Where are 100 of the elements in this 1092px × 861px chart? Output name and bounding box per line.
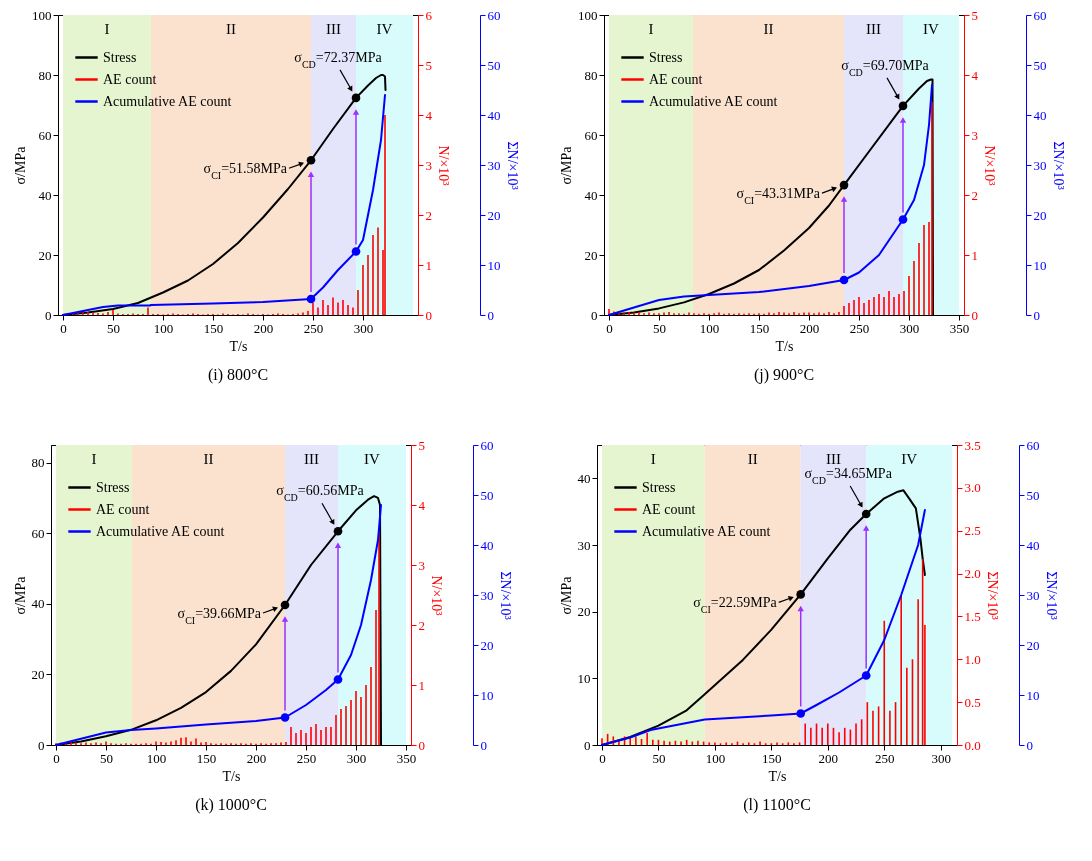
y2-axis-title: N/×10³ bbox=[429, 575, 444, 616]
text: (k) 1000°C bbox=[195, 796, 267, 814]
y2-tick-label: 1.5 bbox=[964, 608, 981, 624]
y-tick-label: 10 bbox=[577, 670, 591, 686]
y-tick-label: 80 bbox=[31, 455, 45, 471]
y2-tick-label: 6 bbox=[425, 7, 433, 23]
y3-tick-label: 10 bbox=[487, 257, 501, 273]
x-axis-title: T/s bbox=[775, 338, 794, 354]
legend-label: Stress bbox=[96, 479, 130, 495]
x-axis-title: T/s bbox=[229, 338, 248, 354]
legend-label: Stress bbox=[642, 479, 676, 495]
x-tick-label: 350 bbox=[949, 320, 970, 336]
annotation: σ$_{CI}$=51.58MPa bbox=[203, 161, 288, 181]
y2-tick-label: 2 bbox=[971, 187, 978, 203]
legend-label: Acumulative AE count bbox=[649, 93, 778, 109]
y2-tick-label: 1 bbox=[418, 677, 425, 693]
band-label: II bbox=[203, 451, 214, 467]
y-axis-title: σ/MPa bbox=[12, 575, 28, 615]
y2-tick-label: 3 bbox=[418, 557, 425, 573]
y3-tick-label: 30 bbox=[480, 587, 494, 603]
y3-tick-label: 10 bbox=[1033, 257, 1047, 273]
x-tick-label: 250 bbox=[296, 750, 317, 766]
x-tick-label: 250 bbox=[875, 750, 895, 766]
x-tick-label: 100 bbox=[146, 750, 167, 766]
text: (l) 1100°C bbox=[743, 796, 811, 814]
x-axis-title: T/s bbox=[222, 768, 241, 784]
y-tick-label: 20 bbox=[584, 247, 598, 263]
y2-tick-label: 4 bbox=[418, 497, 426, 513]
y3-axis-title: ΣN/×10³ bbox=[1043, 571, 1059, 620]
y2-tick-label: 4 bbox=[971, 67, 979, 83]
x-tick-label: 200 bbox=[818, 750, 839, 766]
annotation: σ$_{CI}$=22.59MPa bbox=[693, 595, 778, 615]
y2-tick-label: 2.5 bbox=[964, 523, 981, 539]
y2-axis-title: N/×10³ bbox=[982, 145, 997, 186]
x-tick-label: 300 bbox=[353, 320, 374, 336]
y-tick-label: 20 bbox=[38, 247, 52, 263]
y-tick-label: 80 bbox=[584, 67, 598, 83]
x-tick-label: 0 bbox=[606, 320, 613, 336]
annotation: σ$_{CD}$=34.65MPa bbox=[804, 466, 893, 486]
y-axis-title: σ/MPa bbox=[559, 145, 574, 185]
annotation: σ$_{CD}$=60.56MPa bbox=[276, 483, 365, 503]
y3-tick-label: 20 bbox=[480, 637, 494, 653]
band-label: I bbox=[650, 451, 656, 467]
y2-tick-label: 0.0 bbox=[964, 737, 981, 753]
y3-axis-title: ΣN/×10³ bbox=[1050, 141, 1066, 190]
legend-label: Acumulative AE count bbox=[96, 523, 225, 539]
annotation: σ$_{CI}$=43.31MPa bbox=[736, 186, 821, 206]
x-tick-label: 100 bbox=[705, 750, 726, 766]
y3-tick-label: 60 bbox=[1033, 7, 1047, 23]
x-tick-label: 250 bbox=[849, 320, 870, 336]
band-label: I bbox=[648, 21, 654, 37]
y3-tick-label: 60 bbox=[1026, 437, 1040, 453]
legend-label: AE count bbox=[103, 71, 157, 87]
x-tick-label: 300 bbox=[931, 750, 951, 766]
y2-tick-label: 3.0 bbox=[964, 480, 981, 496]
y2-axis-title: N/×10³ bbox=[436, 145, 451, 186]
y3-tick-label: 40 bbox=[480, 537, 494, 553]
x-tick-label: 150 bbox=[196, 750, 217, 766]
x-tick-label: 300 bbox=[346, 750, 367, 766]
y-tick-label: 80 bbox=[38, 67, 52, 83]
band-label: III bbox=[304, 451, 319, 467]
y3-tick-label: 60 bbox=[487, 7, 501, 23]
legend-label: AE count bbox=[642, 501, 696, 517]
band-label: III bbox=[825, 451, 841, 467]
text: (j) 900°C bbox=[753, 366, 815, 384]
y-tick-label: 0 bbox=[584, 737, 591, 753]
x-tick-label: 200 bbox=[246, 750, 267, 766]
y3-tick-label: 0 bbox=[480, 737, 487, 753]
x-tick-label: 150 bbox=[203, 320, 224, 336]
band-label: IV bbox=[901, 451, 918, 467]
x-tick-label: 300 bbox=[899, 320, 920, 336]
x-tick-label: 50 bbox=[652, 750, 666, 766]
y2-tick-label: 1 bbox=[971, 247, 978, 263]
x-tick-label: 50 bbox=[100, 750, 113, 766]
y2-tick-label: 5 bbox=[418, 437, 425, 453]
y-tick-label: 60 bbox=[31, 525, 45, 541]
legend-label: AE count bbox=[649, 71, 703, 87]
y3-tick-label: 20 bbox=[1033, 207, 1047, 223]
y2-tick-label: 3 bbox=[971, 127, 978, 143]
band-label: IV bbox=[923, 21, 940, 37]
y3-tick-label: 50 bbox=[480, 487, 494, 503]
band-label: III bbox=[326, 21, 341, 37]
y2-tick-label: 2 bbox=[418, 617, 425, 633]
y3-tick-label: 50 bbox=[487, 57, 501, 73]
legend-label: Stress bbox=[103, 49, 137, 65]
y2-tick-label: 5 bbox=[425, 57, 432, 73]
y-axis-title: σ/MPa bbox=[13, 145, 28, 185]
y3-tick-label: 0 bbox=[1033, 307, 1040, 323]
y2-axis-title: ΣN/×10³ bbox=[984, 571, 1000, 620]
x-tick-label: 250 bbox=[303, 320, 324, 336]
band-label: I bbox=[91, 451, 97, 467]
y2-tick-label: 0 bbox=[425, 307, 432, 323]
y3-tick-label: 10 bbox=[1026, 687, 1040, 703]
y-axis-title: σ/MPa bbox=[558, 575, 574, 615]
y3-tick-label: 50 bbox=[1026, 487, 1040, 503]
legend-label: AE count bbox=[96, 501, 150, 517]
y2-tick-label: 3 bbox=[425, 157, 432, 173]
x-tick-label: 150 bbox=[749, 320, 770, 336]
y-tick-label: 100 bbox=[32, 7, 52, 23]
y2-tick-label: 2 bbox=[425, 207, 432, 223]
